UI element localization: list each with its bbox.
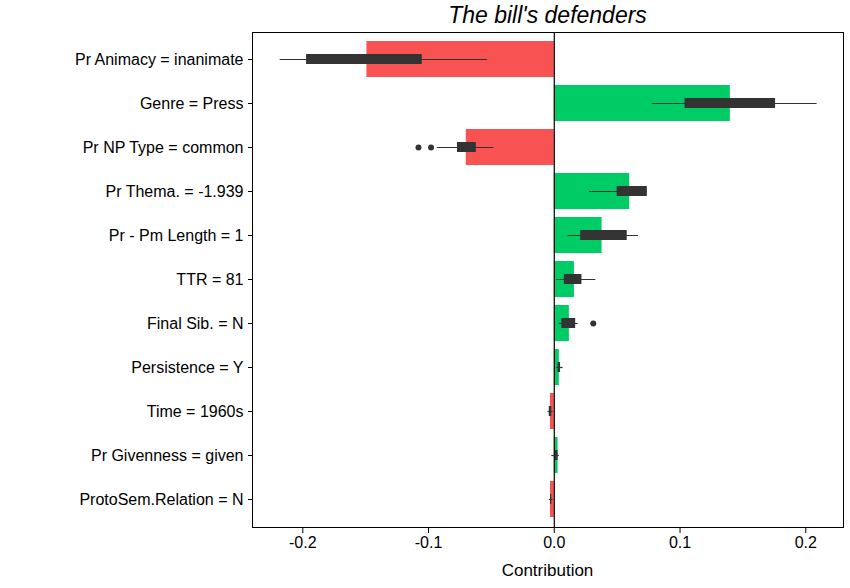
svg-text:TTR = 81: TTR = 81 bbox=[176, 271, 243, 288]
svg-text:Pr - Pm Length = 1: Pr - Pm Length = 1 bbox=[109, 227, 244, 244]
svg-text:0.2: 0.2 bbox=[795, 534, 817, 551]
html-text:The bill's defenders: The bill's defenders bbox=[448, 2, 647, 28]
svg-text:Pr NP Type = common: Pr NP Type = common bbox=[83, 139, 244, 156]
svg-text:Final Sib. = N: Final Sib. = N bbox=[147, 315, 243, 332]
svg-text:ProtoSem.Relation = N: ProtoSem.Relation = N bbox=[79, 491, 243, 508]
svg-text:0.0: 0.0 bbox=[543, 534, 565, 551]
svg-text:Time = 1960s: Time = 1960s bbox=[147, 403, 244, 420]
svg-text:0.1: 0.1 bbox=[669, 534, 691, 551]
svg-text:Persistence = Y: Persistence = Y bbox=[131, 359, 244, 376]
svg-text:Pr Animacy = inanimate: Pr Animacy = inanimate bbox=[75, 51, 244, 68]
svg-text:Pr Givenness = given: Pr Givenness = given bbox=[91, 447, 244, 464]
svg-text:Genre = Press: Genre = Press bbox=[140, 95, 244, 112]
html-text:Contribution: Contribution bbox=[501, 561, 594, 580]
svg-text:-0.1: -0.1 bbox=[415, 534, 443, 551]
svg-text:-0.2: -0.2 bbox=[289, 534, 317, 551]
svg-text:Pr Thema. = -1.939: Pr Thema. = -1.939 bbox=[106, 183, 244, 200]
